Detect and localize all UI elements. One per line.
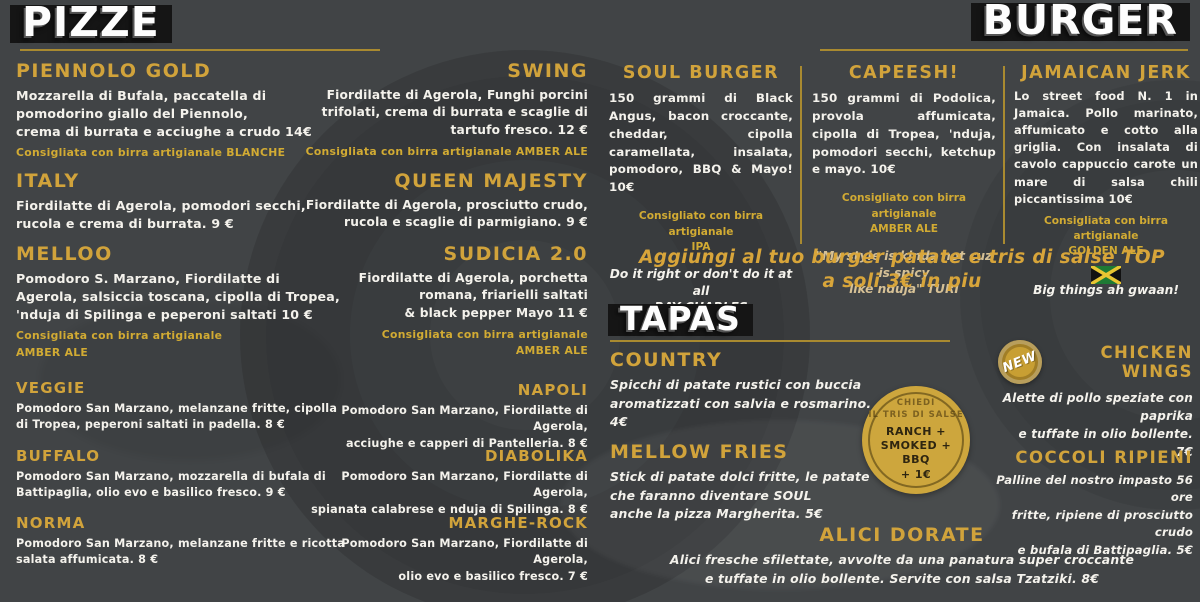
burger-column-divider: [1003, 66, 1005, 244]
burger-section-title: BURGER: [970, 0, 1190, 41]
item-quote: "My style is kinda hot cuz is spicy like…: [815, 249, 993, 297]
item-name: MELLOW FRIES: [610, 441, 789, 463]
pizza-item-veggie: VEGGIE Pomodoro San Marzano, melanzane f…: [16, 379, 351, 434]
pizza-item-swing: SWING Fiordilatte di Agerola, Funghi por…: [296, 60, 588, 160]
tris-di-salse-badge: CHIEDI IL TRIS DI SALSE RANCH + SMOKED +…: [862, 386, 970, 494]
pizza-item-norma: NORMA Pomodoro San Marzano, melanzane fr…: [16, 514, 351, 569]
item-name: SOUL BURGER: [622, 63, 780, 83]
burger-item-jamaican-jerk: JAMAICAN JERK Lo street food N. 1 in Jam…: [1014, 63, 1198, 298]
item-desc: Pomodoro S. Marzano, Fiordilatte di Ager…: [16, 270, 340, 322]
item-desc: Pomodoro San Marzano, melanzane fritte e…: [16, 537, 346, 567]
item-desc: Palline del nostro impasto 56 ore fritte…: [996, 473, 1193, 557]
pizza-item-piennolo-gold: PIENNOLO GOLD Mozzarella di Bufala, pacc…: [16, 60, 351, 162]
item-name: COCCOLI RIPIENI: [1015, 448, 1193, 467]
item-desc: Pomodoro San Marzano, Fiordilatte di Age…: [341, 404, 588, 450]
item-desc: Stick di patate dolci fritte, le patate …: [610, 469, 870, 522]
item-beer-note: Consigliata con birra artigianale AMBER …: [381, 327, 588, 358]
burger-column-divider: [800, 66, 802, 244]
pizza-item-melloo: MELLOO Pomodoro S. Marzano, Fiordilatte …: [16, 243, 351, 361]
item-name: ITALY: [16, 170, 80, 192]
burger-promo-text: Aggiungi al tuo burger patate e tris di …: [639, 247, 1165, 293]
item-name: MELLOO: [16, 243, 113, 265]
tapas-item-coccoli-ripieni: COCCOLI RIPIENI Palline del nostro impas…: [993, 448, 1193, 559]
pizza-item-marghe-rock: MARGHE-ROCK Pomodoro San Marzano, Fiordi…: [296, 514, 588, 585]
item-name: DIABOLIKA: [485, 447, 588, 465]
item-desc: Fiordilatte di Agerola, pomodori secchi,…: [16, 197, 306, 231]
item-desc: Fiordilatte di Agerola, prosciutto crudo…: [305, 197, 588, 230]
tapas-title-rule: [610, 340, 950, 342]
item-name: BUFFALO: [16, 447, 101, 465]
item-desc: Lo street food N. 1 in Jamaica. Pollo ma…: [1014, 89, 1198, 206]
pizza-item-queen-majesty: QUEEN MAJESTY Fiordilatte di Agerola, pr…: [296, 170, 588, 232]
item-name: COUNTRY: [610, 349, 723, 371]
item-name: VEGGIE: [16, 379, 86, 397]
item-name: QUEEN MAJESTY: [394, 170, 588, 192]
badge-main-text: RANCH + SMOKED + BBQ + 1€: [880, 424, 952, 481]
pizza-item-buffalo: BUFFALO Pomodoro San Marzano, mozzarella…: [16, 447, 351, 502]
item-desc: Spicchi di patate rustici con buccia aro…: [610, 377, 872, 430]
item-name: SUDICIA 2.0: [443, 243, 588, 265]
burger-item-soul-burger: SOUL BURGER 150 grammi di Black Angus, b…: [609, 63, 793, 316]
pizza-item-napoli: NAPOLI Pomodoro San Marzano, Fiordilatte…: [296, 381, 588, 452]
pizze-section-title: PIZZE: [10, 2, 172, 43]
item-desc: Mozzarella di Bufala, paccatella di pomo…: [16, 87, 312, 139]
item-name: NORMA: [16, 514, 86, 532]
item-beer-note: Consigliato con birra artigianale IPA: [638, 210, 764, 253]
pizza-item-italy: ITALY Fiordilatte di Agerola, pomodori s…: [16, 170, 351, 233]
tapas-item-mellow-fries: MELLOW FRIES Stick di patate dolci fritt…: [610, 441, 890, 524]
item-name: SWING: [507, 60, 588, 82]
item-name: CAPEESH!: [848, 63, 960, 83]
item-name: MARGHE-ROCK: [448, 514, 588, 532]
item-desc: Pomodoro San Marzano, Fiordilatte di Age…: [341, 537, 588, 583]
pizza-item-diabolika: DIABOLIKA Pomodoro San Marzano, Fiordila…: [296, 447, 588, 518]
item-name: ALICI DORATE: [819, 524, 985, 546]
item-quote: Big things ah gwaan!: [1033, 282, 1179, 297]
burger-item-capeesh: CAPEESH! 150 grammi di Podolica, provola…: [812, 63, 996, 298]
item-name: CHICKEN WINGS: [1100, 343, 1193, 381]
badge-top-text: CHIEDI IL TRIS DI SALSE: [868, 398, 964, 420]
item-desc: Fiordilatte di Agerola, Funghi porcini t…: [321, 87, 588, 137]
item-beer-note: Consigliata con birra artigianale AMBER …: [16, 329, 223, 359]
item-beer-note: Consigliata con birra artigianale GOLDEN…: [1043, 214, 1169, 258]
tapas-section-title: TAPAS: [608, 302, 753, 336]
new-badge-label: NEW: [1000, 348, 1040, 376]
burger-title-rule: [820, 49, 1188, 51]
pizza-item-sudicia: SUDICIA 2.0 Fiordilatte di Agerola, porc…: [296, 243, 588, 359]
new-badge-icon: NEW: [998, 340, 1042, 384]
item-desc: Pomodoro San Marzano, mozzarella di bufa…: [16, 470, 326, 500]
item-desc: 150 grammi di Black Angus, bacon croccan…: [609, 91, 793, 195]
tapas-item-chicken-wings: NEW CHICKEN WINGS Alette di pollo spezia…: [998, 340, 1193, 461]
item-name: JAMAICAN JERK: [1021, 63, 1191, 83]
item-beer-note: Consigliata con birra artigianale BLANCH…: [16, 146, 286, 160]
tapas-item-alici-dorate: ALICI DORATE Alici fresche sfilettate, a…: [608, 524, 1196, 588]
jamaica-flag-icon: [1091, 265, 1121, 284]
item-beer-note: Consigliato con birra artigianale AMBER …: [841, 192, 967, 236]
item-desc: Alici fresche sfilettate, avvolte da una…: [669, 552, 1135, 586]
item-name: NAPOLI: [517, 381, 588, 399]
pizze-title-rule: [20, 49, 380, 51]
item-beer-note: Consigliata con birra artigianale AMBER …: [305, 144, 588, 158]
item-desc: Pomodoro San Marzano, melanzane fritte, …: [16, 402, 338, 432]
item-desc: 150 grammi di Podolica, provola affumica…: [812, 91, 996, 177]
tapas-item-country: COUNTRY Spicchi di patate rustici con bu…: [610, 349, 890, 432]
item-name: PIENNOLO GOLD: [16, 60, 212, 82]
item-desc: Pomodoro San Marzano, Fiordilatte di Age…: [311, 470, 588, 516]
item-desc: Fiordilatte di Agerola, porchetta romana…: [358, 270, 588, 320]
item-desc: Alette di pollo speziate con paprika e t…: [1002, 391, 1193, 459]
